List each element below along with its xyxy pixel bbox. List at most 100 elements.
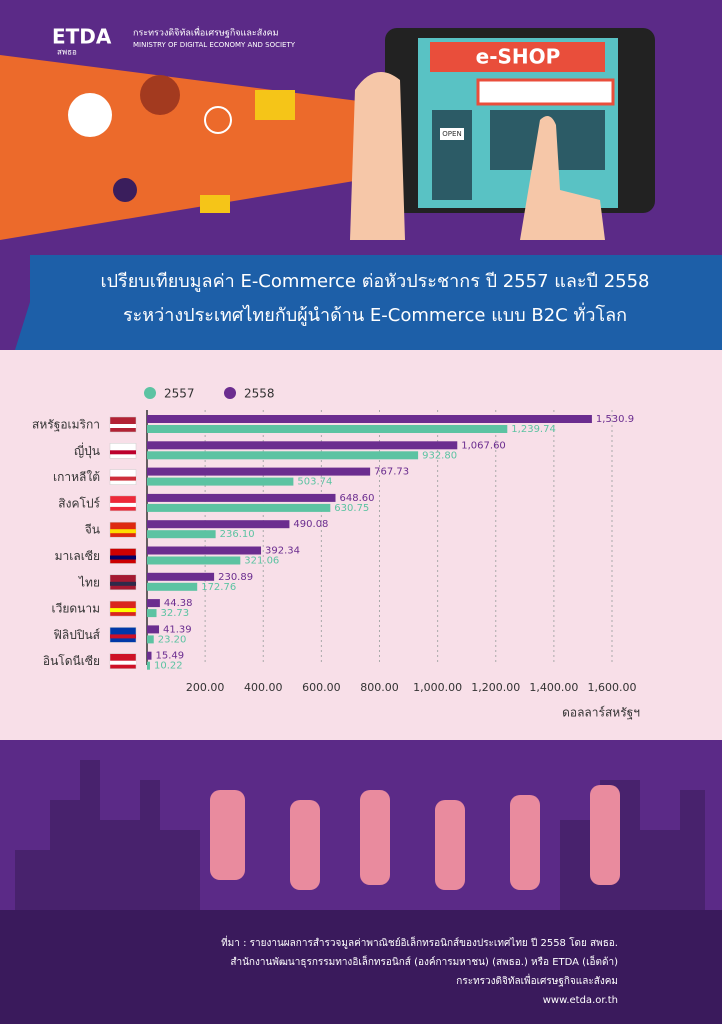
value-label: 23.20: [158, 634, 187, 645]
value-label: 15.49: [156, 651, 185, 662]
hand-right: [520, 116, 605, 240]
logo: ETDA: [52, 25, 112, 49]
bar: [147, 651, 152, 660]
bar: [147, 441, 458, 450]
legend-swatch: [224, 387, 236, 399]
value-label: 490.08: [293, 519, 328, 530]
y-tick-label: อินโดนีเซีย: [43, 654, 100, 668]
value-label: 44.38: [164, 598, 193, 609]
door: [432, 110, 472, 200]
footer-line: www.etda.or.th: [543, 995, 618, 1006]
awning: [476, 78, 615, 106]
bar: [147, 503, 331, 512]
shop-sign-text: e-SHOP: [476, 45, 561, 69]
value-label: 321.06: [244, 556, 279, 567]
x-tick-label: 400.00: [244, 681, 283, 694]
y-tick-label: ฟิลิปปินส์: [53, 628, 100, 642]
bar: [147, 477, 294, 486]
x-tick-label: 1,400.00: [529, 681, 578, 694]
value-label: 32.73: [161, 608, 190, 619]
flag: [110, 634, 136, 639]
x-tick-label: 1,200.00: [471, 681, 520, 694]
chart-title: ระหว่างประเทศไทยกับผู้นำด้าน E-Commerce …: [123, 302, 627, 326]
bar: [147, 635, 154, 644]
value-label: 236.10: [220, 529, 255, 540]
y-tick-label: เกาหลีใต้: [53, 470, 100, 484]
flag: [110, 502, 136, 507]
ministry-en: MINISTRY OF DIGITAL ECONOMY AND SOCIETY: [133, 41, 296, 49]
people: [210, 785, 620, 890]
cloud-icon: [68, 93, 112, 137]
legend-label: 2558: [244, 387, 275, 401]
x-tick-label: 800.00: [360, 681, 399, 694]
bar: [147, 415, 592, 423]
y-tick-label: ไทย: [78, 575, 100, 589]
value-label: 1,067.60: [461, 440, 506, 451]
x-tick-label: 1,600.00: [588, 681, 637, 694]
skyline: [15, 760, 705, 910]
value-label: 503.74: [297, 477, 332, 488]
x-tick-label: 600.00: [302, 681, 341, 694]
footer-line: กระทรวงดิจิทัลเพื่อเศรษฐกิจและสังคม: [456, 973, 618, 987]
chat-icon: [140, 75, 180, 115]
x-tick-label: 200.00: [186, 681, 225, 694]
x-tick-label: 1,000.00: [413, 681, 462, 694]
y-tick-label: ญี่ปุ่น: [74, 442, 100, 459]
footer-line: สำนักงานพัฒนาธุรกรรมทางอิเล็กทรอนิกส์ (อ…: [230, 954, 618, 968]
bar: [147, 546, 262, 555]
bar: [147, 625, 160, 634]
y-tick-label: จีน: [85, 523, 100, 537]
flag: [110, 581, 136, 586]
bar: [147, 530, 216, 539]
value-label: 41.39: [163, 624, 192, 635]
chart-title: เปรียบเทียบมูลค่า E-Commerce ต่อหัวประชา…: [100, 271, 649, 292]
bar: [147, 572, 215, 581]
flag: [110, 555, 136, 560]
value-label: 230.89: [218, 572, 253, 583]
bar: [147, 599, 160, 608]
y-tick-label: สิงคโปร์: [58, 496, 100, 510]
footer-line: ที่มา : รายงานผลการสำรวจมูลค่าพาณิชย์อิเ…: [221, 935, 618, 949]
ministry-th: กระทรวงดิจิทัลเพื่อเศรษฐกิจและสังคม: [133, 26, 279, 39]
value-label: 10.22: [154, 661, 183, 672]
footer-bg: [0, 910, 722, 1024]
value-label: 392.34: [265, 546, 300, 557]
bar: [147, 582, 198, 591]
bar: [147, 451, 419, 460]
bar: [147, 609, 157, 618]
value-label: 1,530.9: [596, 414, 634, 425]
y-tick-label: มาเลเซีย: [55, 549, 100, 563]
logo-sub: สพธอ: [57, 48, 77, 57]
flag: [110, 608, 136, 613]
bar: [147, 425, 508, 433]
legend-swatch: [144, 387, 156, 399]
shop-sign: [430, 42, 605, 72]
bar: [147, 493, 336, 502]
hand-left: [350, 72, 405, 240]
bar: [147, 520, 290, 529]
title-banner: [15, 255, 722, 350]
legend-label: 2557: [164, 387, 195, 401]
open-sign: [440, 128, 464, 140]
flag: [110, 660, 136, 665]
open-sign-text: OPEN: [442, 130, 461, 138]
x-axis-title: ดอลลาร์สหรัฐฯ: [562, 706, 640, 720]
bar: [147, 467, 371, 476]
y-tick-label: เวียดนาม: [51, 602, 100, 616]
y-tick-label: สหรัฐอเมริกา: [32, 418, 100, 432]
globe-icon: [204, 106, 232, 134]
value-label: 1,239.74: [511, 424, 556, 435]
laptop-icon: [255, 90, 295, 120]
flag: [110, 529, 136, 534]
bar: [147, 661, 150, 670]
bar: [147, 556, 241, 565]
flag: [110, 450, 136, 455]
value-label: 932.80: [422, 450, 457, 461]
flag: [110, 424, 136, 428]
value-label: 767.73: [374, 467, 409, 478]
flag: [110, 476, 136, 481]
basket-icon: [200, 195, 230, 213]
value-label: 630.75: [334, 503, 369, 514]
